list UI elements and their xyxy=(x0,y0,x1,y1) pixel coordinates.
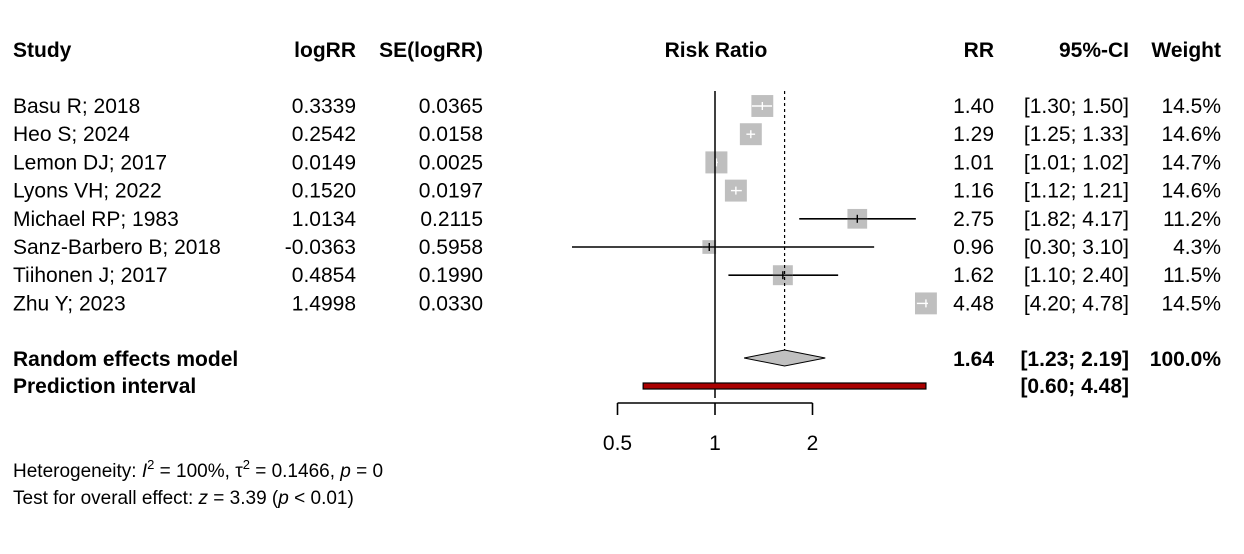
study-ci: [1.25; 1.33] xyxy=(1024,123,1129,146)
study-marks xyxy=(572,95,937,315)
study-logrr: -0.0363 xyxy=(285,236,356,259)
study-se: 0.0025 xyxy=(419,151,483,174)
study-name: Basu R; 2018 xyxy=(13,95,140,118)
header-rr: RR xyxy=(964,39,994,62)
study-logrr: 0.1520 xyxy=(292,180,356,203)
study-se: 0.1990 xyxy=(419,264,483,287)
study-ci: [4.20; 4.78] xyxy=(1024,292,1129,315)
study-ci: [1.01; 1.02] xyxy=(1024,151,1129,174)
header-logrr: logRR xyxy=(294,39,356,62)
study-ci: [1.12; 1.21] xyxy=(1024,180,1129,203)
axis-tick-label: 0.5 xyxy=(603,432,632,455)
axis-tick-label: 2 xyxy=(807,432,819,455)
study-se: 0.0197 xyxy=(419,180,483,203)
header-weight: Weight xyxy=(1151,39,1221,62)
study-name: Lemon DJ; 2017 xyxy=(13,151,167,174)
study-ci: [1.30; 1.50] xyxy=(1024,95,1129,118)
study-rr: 1.62 xyxy=(953,264,994,287)
header-risk-ratio: Risk Ratio xyxy=(665,39,768,62)
prediction-ci: [0.60; 4.48] xyxy=(1020,375,1129,398)
study-weight: 14.6% xyxy=(1161,123,1221,146)
prediction-interval-bar xyxy=(642,382,927,390)
study-logrr: 0.4854 xyxy=(292,264,357,287)
header-se: SE(logRR) xyxy=(379,39,483,62)
study-name: Heo S; 2024 xyxy=(13,123,130,146)
study-name: Michael RP; 1983 xyxy=(13,208,179,231)
overall-effect-text: Test for overall effect: z = 3.39 (p < 0… xyxy=(13,488,354,509)
study-name: Zhu Y; 2023 xyxy=(13,292,126,315)
study-weight: 11.2% xyxy=(1163,208,1221,231)
axis-tick-label: 1 xyxy=(709,432,721,455)
study-name: Lyons VH; 2022 xyxy=(13,180,162,203)
study-rr: 1.01 xyxy=(953,151,994,174)
heterogeneity-text: Heterogeneity: I2 = 100%, τ2 = 0.1466, p… xyxy=(13,457,383,482)
prediction-label: Prediction interval xyxy=(13,375,196,398)
study-weight: 14.7% xyxy=(1161,151,1221,174)
study-logrr: 1.0134 xyxy=(292,208,357,231)
study-name: Sanz-Barbero B; 2018 xyxy=(13,236,221,259)
study-weight: 4.3% xyxy=(1173,236,1221,259)
study-se: 0.0158 xyxy=(419,123,483,146)
summary-rr: 1.64 xyxy=(953,348,994,371)
header-ci: 95%-CI xyxy=(1059,39,1129,62)
study-name: Tiihonen J; 2017 xyxy=(13,264,168,287)
study-logrr: 0.3339 xyxy=(292,95,356,118)
study-ci: [0.30; 3.10] xyxy=(1024,236,1129,259)
study-weight: 14.6% xyxy=(1161,180,1221,203)
study-rr: 4.48 xyxy=(953,292,994,315)
study-rr: 1.40 xyxy=(953,95,994,118)
study-se: 0.2115 xyxy=(420,208,483,231)
study-se: 0.0330 xyxy=(419,292,483,315)
study-rows: Basu R; 2018 0.3339 0.0365 1.40 [1.30; 1.50]… xyxy=(13,95,1221,315)
study-weight: 14.5% xyxy=(1161,95,1221,118)
study-rr: 1.29 xyxy=(953,123,994,146)
summary-ci: [1.23; 2.19] xyxy=(1020,348,1129,371)
study-rr: 1.16 xyxy=(953,180,994,203)
study-se: 0.5958 xyxy=(419,236,483,259)
study-weight: 11.5% xyxy=(1163,264,1221,287)
study-ci: [1.82; 4.17] xyxy=(1024,208,1129,231)
header-study: Study xyxy=(13,39,72,62)
study-logrr: 0.2542 xyxy=(292,123,356,146)
summary-label: Random effects model xyxy=(13,348,238,371)
x-axis: 0.5 1 2 xyxy=(603,402,819,455)
study-weight: 14.5% xyxy=(1161,292,1221,315)
study-rr: 0.96 xyxy=(953,236,994,259)
study-logrr: 0.0149 xyxy=(292,151,356,174)
study-ci: [1.10; 2.40] xyxy=(1024,264,1129,287)
summary-weight: 100.0% xyxy=(1150,348,1222,371)
study-se: 0.0365 xyxy=(419,95,483,118)
study-rr: 2.75 xyxy=(953,208,994,231)
study-logrr: 1.4998 xyxy=(292,292,356,315)
summary-diamond xyxy=(744,349,826,367)
